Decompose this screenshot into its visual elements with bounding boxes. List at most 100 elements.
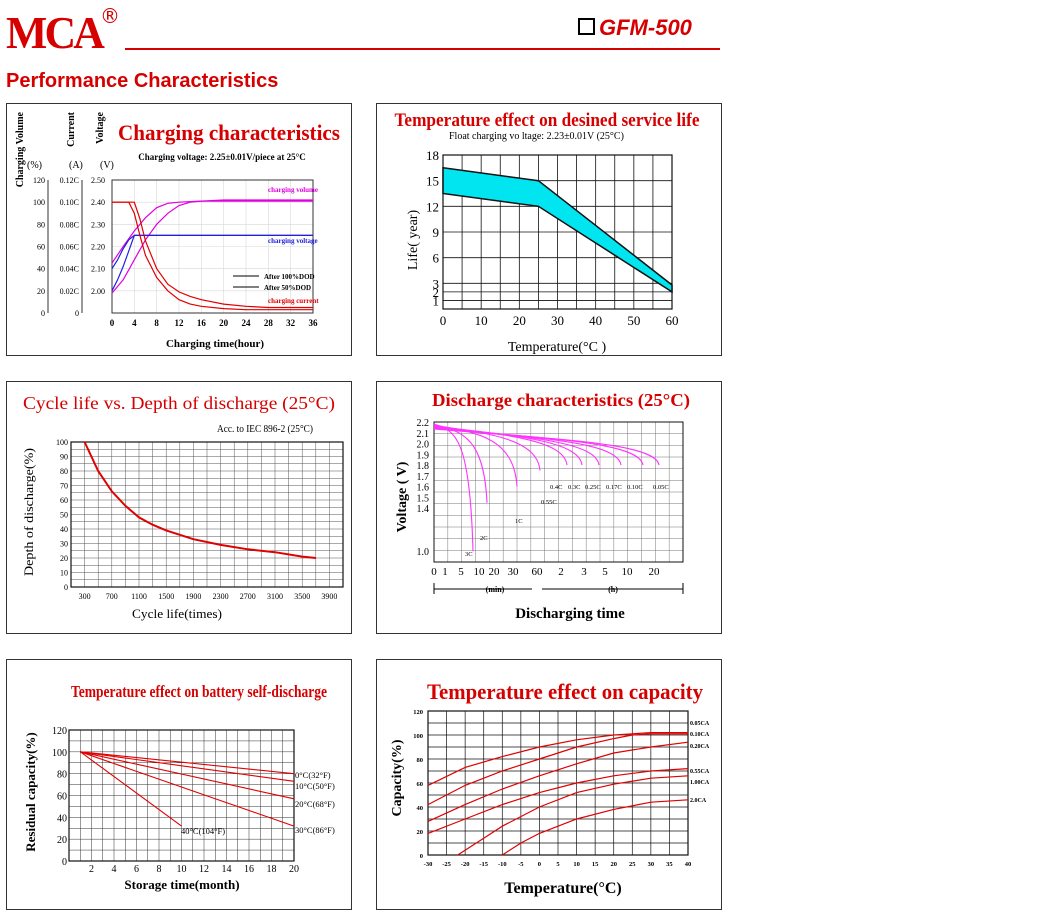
- y-tick-label: 70: [60, 482, 68, 491]
- x-tick-label: 12: [175, 318, 185, 328]
- x-axis-label: Temperature(°C): [504, 880, 621, 897]
- checkbox-icon: [578, 18, 595, 35]
- chart-svg: Temperature effect on capacity 0 20 40 60 80 1…: [390, 679, 710, 897]
- current-tick: 0.02C: [60, 287, 79, 296]
- y-tick-label: 3: [433, 276, 440, 291]
- y-tick-label: 40: [57, 813, 67, 824]
- y-tick-label: 60: [57, 792, 67, 803]
- x-tick-label: 30: [648, 861, 655, 868]
- curve-label: 2C: [480, 535, 488, 542]
- series-line-4: [457, 775, 689, 856]
- x-tick-label: 36: [309, 318, 319, 328]
- series-line-3: [427, 768, 689, 834]
- chart-title: Temperature effect on battery self-disch…: [71, 682, 327, 701]
- x-tick-label: 35: [666, 861, 673, 868]
- series-line-1: [427, 733, 688, 806]
- x-tick-label: 0: [431, 566, 437, 578]
- y-tick-label: 100: [56, 438, 68, 447]
- series-line-5: [112, 201, 313, 311]
- series-label: 0.10CA: [690, 732, 710, 738]
- x-tick-label: 4: [132, 318, 137, 328]
- y-tick-label: 6: [433, 251, 440, 266]
- x-tick-label: 28: [264, 318, 274, 328]
- y-tick-label: 18: [426, 148, 439, 163]
- x-tick-label: 700: [106, 592, 118, 601]
- x-tick-label: -20: [461, 861, 470, 868]
- mca-logo: MCA: [6, 7, 108, 54]
- x-tick-label: 2300: [213, 592, 229, 601]
- x-tick-label: 10: [475, 313, 488, 328]
- x-tick-label: 4: [112, 864, 117, 875]
- y-tick-label: 20: [60, 554, 68, 563]
- y-axis-label: Voltage: [95, 111, 106, 143]
- y-tick-label: 80: [60, 467, 68, 476]
- x-tick-label: 60: [666, 313, 679, 328]
- x-tick-label: 1900: [185, 592, 201, 601]
- y-tick-label: 60: [60, 496, 68, 505]
- current-tick: 0.12C: [60, 176, 79, 185]
- x-tick-label: 1100: [131, 592, 147, 601]
- y-tick-label: 30: [60, 540, 68, 549]
- y-axis-label: Charging Volume: [15, 111, 26, 187]
- model-label: GFM-500: [599, 15, 692, 40]
- x-tick-label: 2700: [240, 592, 256, 601]
- x-tick-label: 20: [649, 566, 661, 578]
- curve-label: 0.25C: [585, 484, 601, 491]
- x-tick-label: 10: [177, 864, 187, 875]
- voltage-tick: 2.40: [91, 198, 105, 207]
- y-tick-label: 0: [62, 857, 67, 868]
- temperature-capacity-chart: Temperature effect on capacity 0 20 40 60 80 1…: [376, 659, 722, 910]
- series-label: 2.0CA: [690, 798, 707, 804]
- volume-tick: 0: [41, 309, 45, 318]
- unit-label: (A): [69, 160, 83, 171]
- y-axis-label: Depth of discharge(%): [21, 448, 36, 576]
- y-tick-label: 1.6: [417, 483, 430, 494]
- curve-label: charging volume: [268, 186, 318, 194]
- series-label: 0°C(32°F): [295, 770, 331, 780]
- y-tick-label: 40: [417, 805, 424, 812]
- voltage-tick: 2.20: [91, 243, 105, 252]
- x-tick-label: 3900: [321, 592, 337, 601]
- plot-frame: [433, 421, 684, 563]
- x-tick-label: 3500: [294, 592, 310, 601]
- voltage-tick: 2.00: [91, 287, 105, 296]
- series-line-0: [80, 751, 295, 775]
- voltage-tick: 2.30: [91, 220, 105, 229]
- x-tick-label: 3100: [267, 592, 283, 601]
- voltage-tick: 2.10: [91, 265, 105, 274]
- x-tick-label: -25: [442, 861, 451, 868]
- series-line-0: [111, 199, 313, 294]
- curve-label: 0.3C: [568, 484, 580, 491]
- x-tick-label: 1500: [158, 592, 174, 601]
- cycle-life-chart: Cycle life vs. Depth of discharge (25°C)…: [6, 381, 352, 634]
- brand-text: MCA: [6, 7, 105, 54]
- x-tick-label: 20: [610, 861, 617, 868]
- charging-characteristics-chart: Charging characteristics Charging voltage…: [6, 103, 352, 356]
- y-tick-label: 1.9: [417, 450, 430, 461]
- series-line-2: [427, 741, 689, 822]
- y-tick-label: 1.0: [417, 547, 430, 558]
- y-axis-label: Current: [66, 111, 77, 146]
- plot-frame: [427, 710, 689, 856]
- series-label: 0.55CA: [690, 769, 710, 775]
- x-tick-label: 2: [558, 566, 564, 578]
- x-tick-label: 0: [538, 861, 541, 868]
- curve-label: charging current: [268, 297, 319, 305]
- series-line-0: [427, 732, 688, 786]
- y-tick-label: 80: [57, 770, 67, 781]
- discharge-characteristics-chart: Discharge characteristics (25°C) 2.2 2.1 2.…: [376, 381, 722, 634]
- y-tick-label: 9: [433, 225, 440, 240]
- x-tick-label: 20: [513, 313, 526, 328]
- discharge-curve-1: [433, 424, 488, 503]
- x-tick-label: 5: [458, 566, 464, 578]
- x-tick-label: 0: [110, 318, 115, 328]
- y-tick-label: 15: [426, 174, 439, 189]
- x-tick-label: 40: [685, 861, 692, 868]
- series-line-3: [111, 234, 313, 292]
- x-axis-label: Discharging time: [515, 606, 625, 622]
- x-tick-label: 0: [440, 313, 447, 328]
- chart-subtitle: Charging voltage: 2.25±0.01V/piece at 25…: [138, 152, 306, 162]
- x-axis-label: Cycle life(times): [132, 606, 222, 621]
- plot-frame: [68, 729, 295, 862]
- curve-label: 3C: [465, 551, 473, 558]
